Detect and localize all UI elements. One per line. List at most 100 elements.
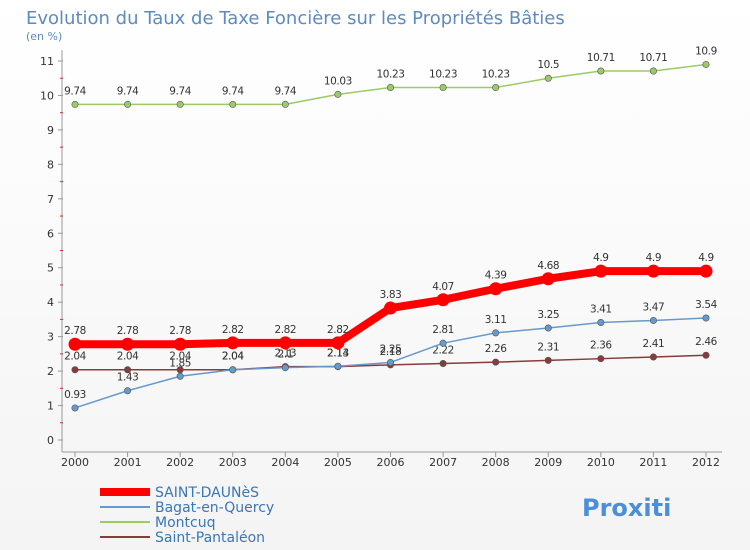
data-point xyxy=(492,329,500,337)
data-label: 2.13 xyxy=(274,348,296,360)
data-point xyxy=(439,84,447,92)
data-label: 2.82 xyxy=(274,324,296,336)
data-point xyxy=(229,366,237,374)
x-tick-label: 2007 xyxy=(429,456,457,469)
series-0: 2.78 2.78 2.78 2.82 2.82 2.82 3.83 4.07 4.39 4.68… xyxy=(64,252,714,351)
data-label: 10.23 xyxy=(376,69,404,81)
y-tick-label: 10 xyxy=(40,89,54,102)
data-label: 3.54 xyxy=(695,299,717,311)
x-tick-label: 2000 xyxy=(61,456,89,469)
data-point xyxy=(489,282,503,296)
data-point xyxy=(439,360,447,368)
y-tick-label: 3 xyxy=(47,331,54,344)
data-point xyxy=(124,366,132,374)
data-point xyxy=(176,372,184,380)
data-point xyxy=(386,84,394,92)
x-tick-label: 2008 xyxy=(482,456,510,469)
data-label: 3.83 xyxy=(380,289,402,301)
data-point xyxy=(121,337,135,351)
data-point xyxy=(226,336,240,350)
data-label: 10.23 xyxy=(482,69,510,81)
series-1: 0.931.431.852.04 2.1 2.14 2.252.813.11 3.25 3… xyxy=(64,299,718,412)
data-label: 2.13 xyxy=(327,348,349,360)
data-label: 2.78 xyxy=(169,325,191,337)
data-label: 9.74 xyxy=(117,85,139,97)
data-label: 10.9 xyxy=(695,45,717,57)
data-label: 4.68 xyxy=(537,260,559,272)
data-label: 9.74 xyxy=(222,85,244,97)
data-label: 9.74 xyxy=(64,85,86,97)
data-point xyxy=(334,90,342,98)
data-label: 10.71 xyxy=(639,52,667,64)
data-label: 3.41 xyxy=(590,304,612,316)
data-label: 9.74 xyxy=(169,85,191,97)
y-tick-label: 1 xyxy=(47,400,54,413)
data-point xyxy=(544,356,552,364)
data-point xyxy=(646,264,660,278)
x-tick-label: 2004 xyxy=(271,456,299,469)
data-label: 1.43 xyxy=(117,372,139,384)
data-label: 2.04 xyxy=(169,351,191,363)
data-label: 2.31 xyxy=(537,341,559,353)
legend-item: Saint-Pantaléon xyxy=(100,530,265,546)
y-tick-label: 8 xyxy=(47,158,54,171)
data-point xyxy=(439,339,447,347)
legend-label: Montcuq xyxy=(155,515,215,531)
y-tick-label: 6 xyxy=(47,227,54,240)
x-tick-label: 2005 xyxy=(324,456,352,469)
data-point xyxy=(331,336,345,350)
data-point xyxy=(386,358,394,366)
data-label: 2.18 xyxy=(380,346,402,358)
data-label: 4.39 xyxy=(485,270,507,282)
legend-item: Bagat-en-Quercy xyxy=(100,500,274,516)
legend-item: SAINT-DAUNèS xyxy=(100,485,259,501)
chart-subtitle: (en %) xyxy=(26,30,62,43)
data-point xyxy=(597,355,605,363)
data-point xyxy=(281,364,289,372)
data-label: 2.04 xyxy=(64,351,86,363)
data-label: 2.04 xyxy=(222,351,244,363)
data-label: 10.23 xyxy=(429,69,457,81)
legend-item: Montcuq xyxy=(100,515,215,531)
data-label: 1.85 xyxy=(169,357,191,369)
data-point xyxy=(278,336,292,350)
data-label: 2.04 xyxy=(117,351,139,363)
data-label: 0.93 xyxy=(64,389,86,401)
data-point xyxy=(699,264,713,278)
x-tick-label: 2006 xyxy=(377,456,405,469)
data-label: 4.07 xyxy=(432,281,454,293)
data-point xyxy=(124,387,132,395)
y-tick-label: 5 xyxy=(47,262,54,275)
data-label: 10.71 xyxy=(587,52,615,64)
data-point xyxy=(492,84,500,92)
axes: 0 1 2 3 4 5 6 7 8 9 10 11 2000 2001 2002 2003 2004 2005 20… xyxy=(40,50,722,469)
data-point xyxy=(229,100,237,108)
data-label: 9.74 xyxy=(274,85,296,97)
data-label: 3.11 xyxy=(485,314,507,326)
logo-text: Proxiti xyxy=(582,494,671,522)
chart-title: Evolution du Taux de Taxe Foncière sur l… xyxy=(26,8,565,29)
legend-label: SAINT-DAUNèS xyxy=(155,485,259,501)
data-point xyxy=(702,351,710,359)
data-point xyxy=(384,301,397,315)
data-point xyxy=(176,100,184,108)
x-tick-label: 2012 xyxy=(692,456,720,469)
legend-label: Bagat-en-Quercy xyxy=(155,500,274,516)
data-point xyxy=(597,319,605,327)
data-point xyxy=(594,264,608,278)
data-label: 2.81 xyxy=(432,324,454,336)
data-label: 2.04 xyxy=(222,351,244,363)
data-point xyxy=(334,362,342,370)
data-label: 2.1 xyxy=(278,349,294,361)
data-label: 3.25 xyxy=(537,309,559,321)
x-tick-label: 2002 xyxy=(166,456,194,469)
x-tick-label: 2009 xyxy=(534,456,562,469)
data-point xyxy=(541,272,555,286)
data-point xyxy=(71,366,79,374)
y-tick-label: 9 xyxy=(47,124,54,137)
series-2: 9.74 9.74 9.74 9.74 9.74 10.03 10.23 10.23 10.23… xyxy=(64,45,717,108)
data-point xyxy=(71,100,79,108)
y-tick-label: 2 xyxy=(47,365,54,378)
data-point xyxy=(281,100,289,108)
